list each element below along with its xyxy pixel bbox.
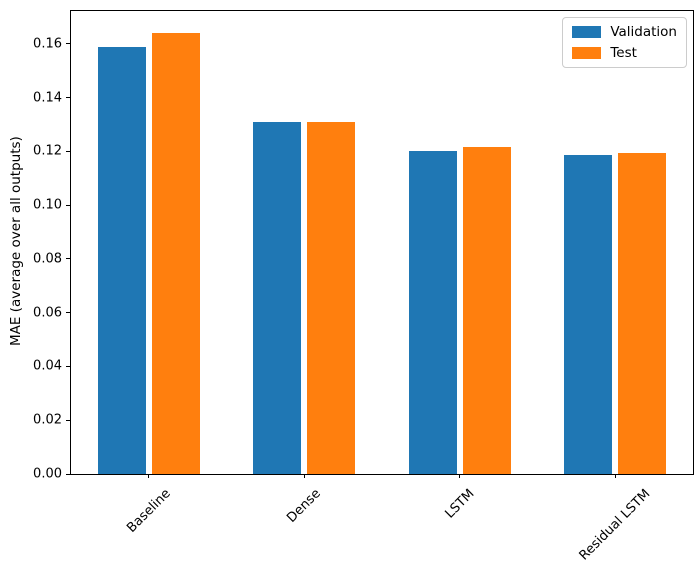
bar-test-lstm: [462, 147, 511, 474]
y-tick-mark: [66, 97, 70, 99]
plot-area: 0.00 0.02 0.04 0.06 0.08 0.10 0.12 0.14 0.16 Bas…: [33, 10, 694, 563]
x-tick-mark: [459, 474, 461, 478]
legend-label-test: Test: [610, 45, 637, 61]
y-tick-label: 0.10: [33, 197, 62, 213]
y-tick-label: 0.04: [33, 358, 62, 374]
y-tick-label: 0.06: [33, 305, 62, 321]
y-tick-label: 0.00: [33, 466, 62, 482]
x-tick-label-dense: Dense: [284, 485, 325, 526]
bar-validation-baseline: [97, 46, 146, 474]
legend-swatch-validation: [572, 26, 602, 38]
bar-test-baseline: [151, 33, 200, 474]
y-tick-label: 0.08: [33, 251, 62, 267]
y-tick-mark: [66, 365, 70, 367]
bars-layer: [71, 11, 693, 474]
x-tick-mark: [614, 474, 616, 478]
x-axis-ticks: Baseline Dense LSTM Residual LSTM: [71, 11, 693, 563]
bar-test-dense: [307, 121, 356, 474]
legend: Validation Test: [562, 17, 687, 68]
legend-item-test: Test: [572, 45, 677, 61]
y-tick-mark: [66, 204, 70, 206]
y-axis-ticks: 0.00 0.02 0.04 0.06 0.08 0.10 0.12 0.14 0.16: [33, 11, 693, 482]
y-tick-mark: [66, 473, 70, 475]
y-tick-mark: [66, 258, 70, 260]
bar-validation-lstm: [408, 151, 457, 474]
x-tick-mark: [148, 474, 150, 478]
x-tick-label-baseline: Baseline: [123, 485, 174, 536]
legend-label-validation: Validation: [610, 24, 677, 40]
y-tick-mark: [66, 419, 70, 421]
bar-test-residual-lstm: [618, 152, 667, 474]
x-tick-label-lstm: LSTM: [442, 486, 478, 522]
legend-swatch-test: [572, 47, 602, 59]
x-tick-mark: [303, 474, 305, 478]
legend-item-validation: Validation: [572, 24, 677, 40]
x-tick-label-residual-lstm: Residual LSTM: [576, 486, 654, 563]
y-axis-label: MAE (average over all outputs): [8, 136, 24, 347]
y-tick-label: 0.16: [33, 36, 62, 52]
y-tick-label: 0.02: [33, 412, 62, 428]
y-tick-mark: [66, 43, 70, 45]
bar-validation-residual-lstm: [564, 155, 613, 474]
y-tick-label: 0.14: [33, 90, 62, 106]
y-tick-label: 0.12: [33, 143, 62, 159]
y-tick-mark: [66, 312, 70, 314]
bar-validation-dense: [253, 121, 302, 474]
y-tick-mark: [66, 150, 70, 152]
